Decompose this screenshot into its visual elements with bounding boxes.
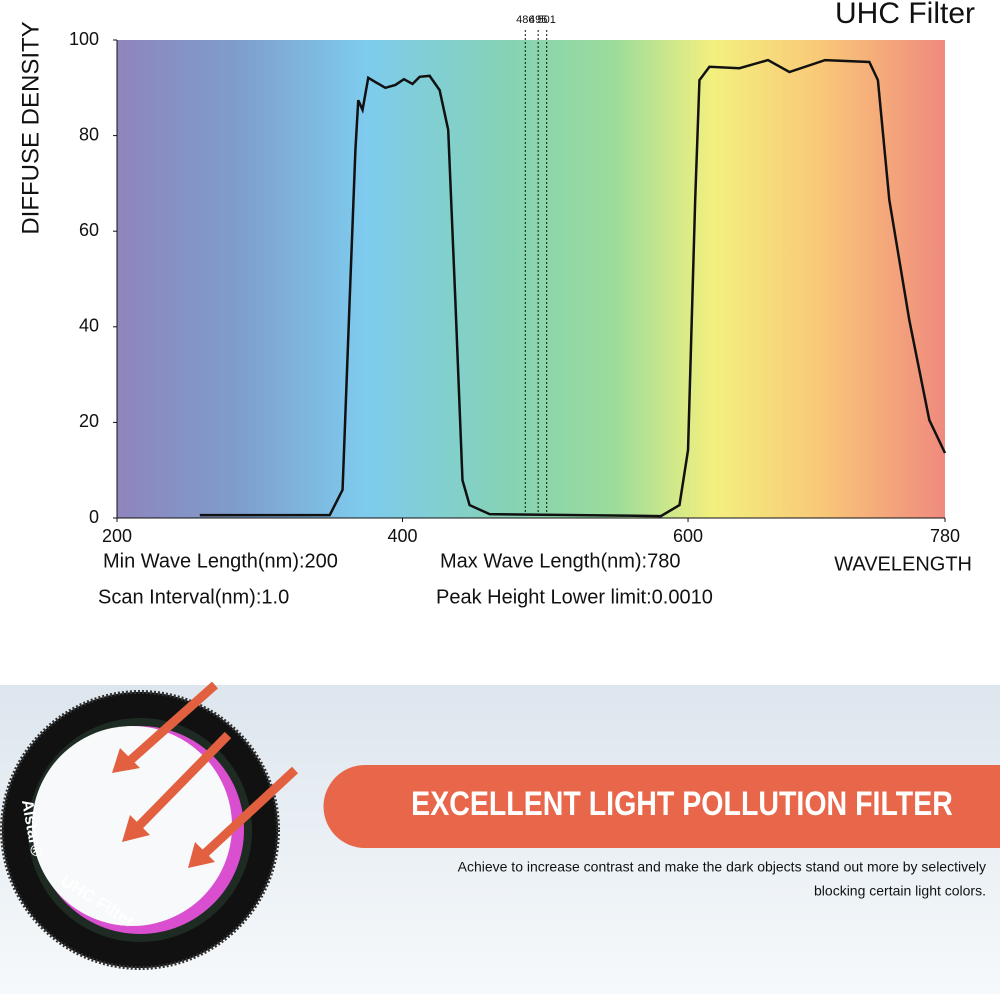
x-tick-label: 400 <box>387 526 417 546</box>
x-axis-label: WAVELENGTH <box>834 553 972 575</box>
y-axis-label: DIFFUSE DENSITY <box>17 21 44 234</box>
note: Min Wave Length(nm):200 <box>103 550 338 572</box>
y-tick-label: 20 <box>79 411 99 431</box>
note: Scan Interval(nm):1.0 <box>98 586 289 608</box>
y-tick-label: 100 <box>69 29 99 49</box>
note: Max Wave Length(nm):780 <box>440 550 680 572</box>
x-tick-label: 600 <box>673 526 703 546</box>
banner-heading: EXCELLENT LIGHT POLLUTION FILTER <box>411 785 953 823</box>
chart-title: UHC Filter <box>835 0 975 30</box>
spectrum-background <box>117 40 945 518</box>
marker-label: 486 <box>516 14 534 26</box>
y-tick-label: 40 <box>79 316 99 336</box>
y-tick-label: 0 <box>89 507 99 527</box>
y-tick-label: 80 <box>79 124 99 144</box>
x-tick-label: 200 <box>102 526 132 546</box>
banner-text: blocking certain light colors. <box>814 883 986 899</box>
spectrum-line <box>199 58 947 518</box>
y-tick-label: 60 <box>79 220 99 240</box>
x-tick-label: 780 <box>930 526 960 546</box>
filter-illustration <box>0 681 299 970</box>
marker-label: 501 <box>538 14 556 26</box>
banner-text: Achieve to increase contrast and make th… <box>458 859 986 875</box>
note: Peak Height Lower limit:0.0010 <box>436 586 713 608</box>
marker-label: 495 <box>529 14 547 26</box>
banner <box>323 765 1000 848</box>
